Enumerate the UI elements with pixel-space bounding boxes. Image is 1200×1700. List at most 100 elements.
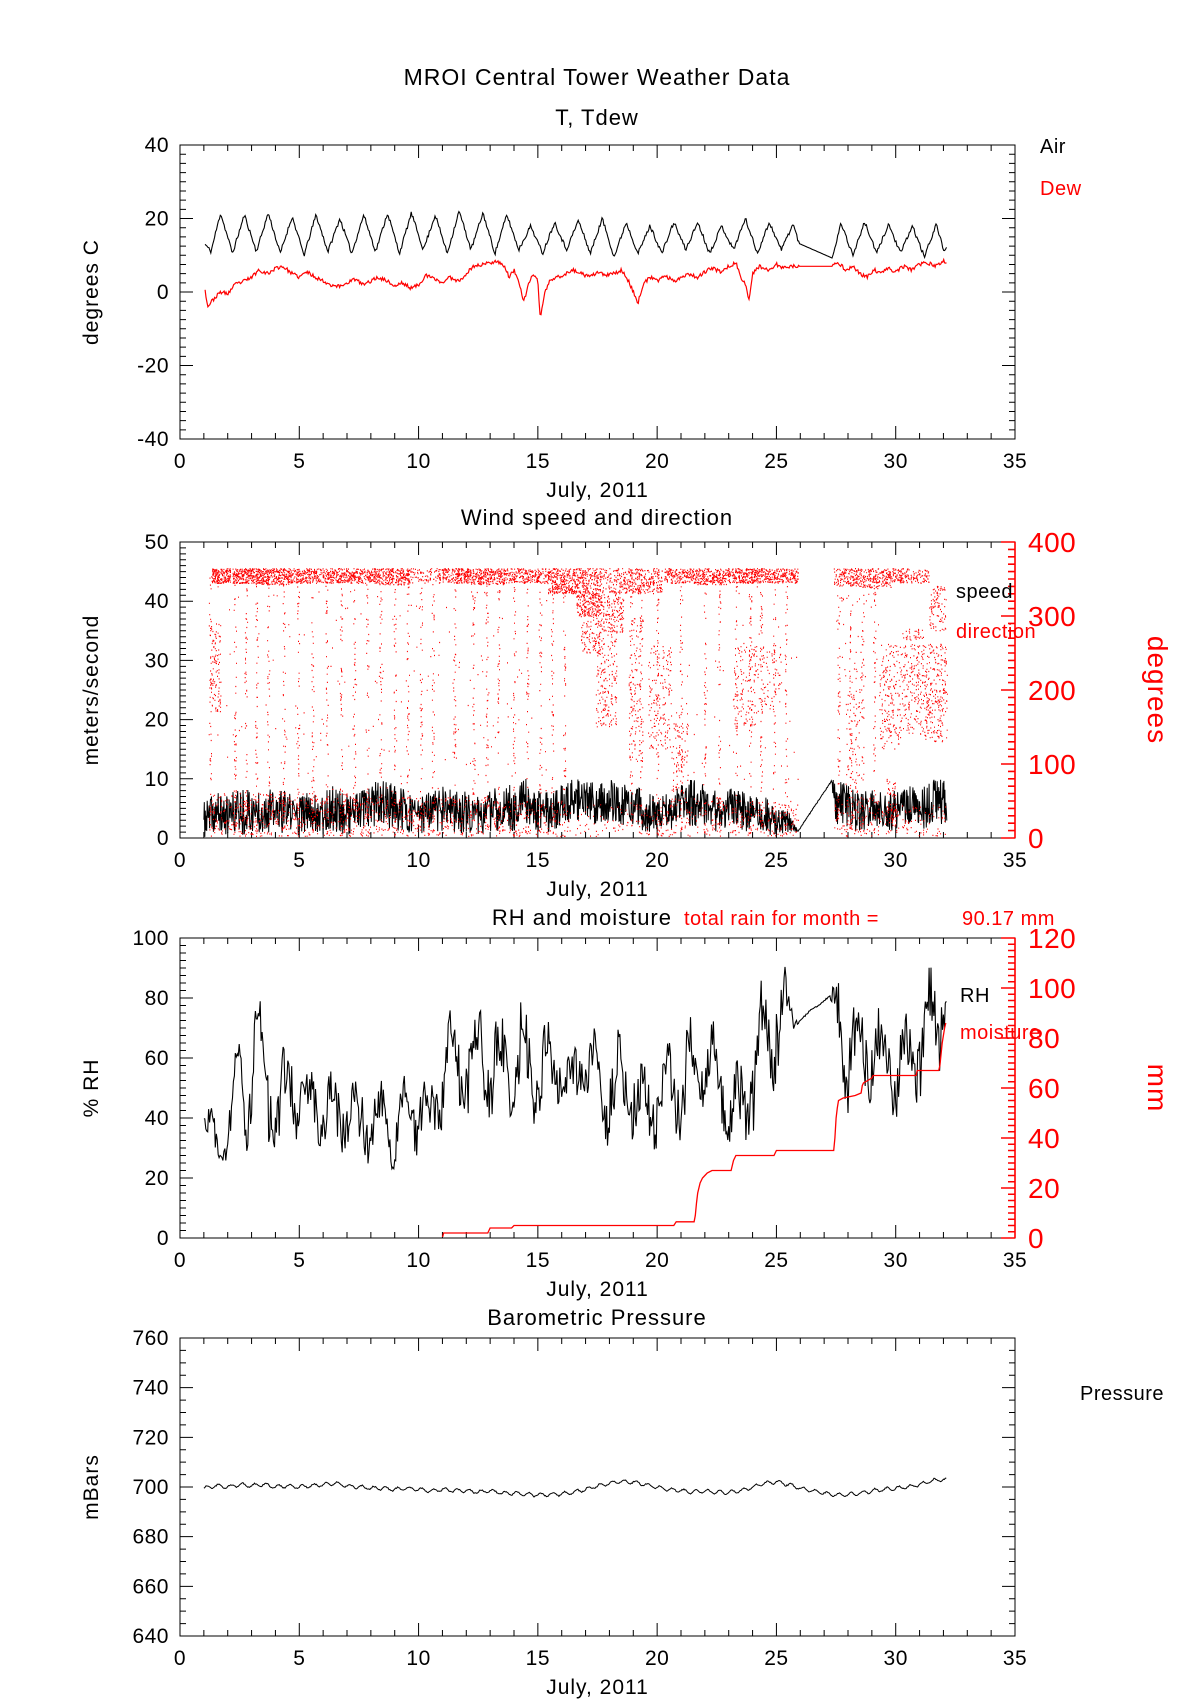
y-tick-label: 40	[145, 1107, 169, 1130]
x-tick-label: 5	[293, 450, 305, 473]
y-axis-title: mBars	[80, 1454, 103, 1520]
y-axis-title: degrees C	[80, 239, 103, 345]
chart-title: RH and moisture	[492, 905, 672, 930]
x-tick-label: 0	[174, 1249, 186, 1272]
y-tick-label: 0	[157, 281, 169, 304]
legend-moisture: moisture	[960, 1022, 1041, 1044]
y-tick-label: 640	[132, 1625, 169, 1648]
x-tick-label: 0	[174, 450, 186, 473]
y-tick-label: 60	[145, 1047, 169, 1070]
x-tick-label: 0	[174, 849, 186, 872]
y-tick-label: 660	[132, 1575, 169, 1598]
right-tick-label: 200	[1028, 675, 1076, 706]
axis-ticks	[179, 937, 1016, 1239]
right-tick-label: 80	[1028, 1023, 1060, 1054]
right-tick-label: 0	[1028, 1223, 1044, 1254]
right-axis-ticks	[1001, 541, 1016, 839]
x-tick-label: 20	[645, 450, 669, 473]
series-area	[204, 210, 947, 316]
x-tick-label: 0	[174, 1647, 186, 1670]
series-moisture-line	[441, 1022, 947, 1237]
x-tick-label: 35	[1003, 450, 1027, 473]
x-axis-title: July, 2011	[546, 479, 649, 502]
y-tick-label: 40	[145, 134, 169, 157]
x-tick-label: 35	[1003, 1249, 1027, 1272]
legend-direction: direction	[956, 621, 1036, 643]
series-area	[203, 1477, 947, 1498]
y-tick-label: 720	[132, 1426, 169, 1449]
legend-air: Air	[1040, 136, 1066, 158]
series-direction-scatter	[208, 568, 948, 837]
chart-title: Barometric Pressure	[487, 1305, 707, 1330]
x-tick-label: 5	[293, 1647, 305, 1670]
y-tick-label: 0	[157, 1227, 169, 1250]
rain-total-label: total rain for month =	[684, 908, 879, 930]
y-tick-label: 20	[145, 208, 169, 231]
right-axis-title: mm	[1142, 1064, 1173, 1113]
x-tick-label: 10	[406, 450, 430, 473]
x-tick-label: 20	[645, 1249, 669, 1272]
figure: MROI Central Tower Weather Data40200-20-…	[80, 64, 1173, 1699]
y-tick-label: 680	[132, 1526, 169, 1549]
x-tick-label: 25	[764, 450, 788, 473]
x-tick-label: 30	[884, 1647, 908, 1670]
x-tick-label: 20	[645, 849, 669, 872]
right-tick-label: 0	[1028, 823, 1044, 854]
right-tick-label: 20	[1028, 1173, 1060, 1204]
x-axis-title: July, 2011	[546, 878, 649, 901]
x-tick-label: 15	[526, 1647, 550, 1670]
x-tick-label: 10	[406, 1647, 430, 1670]
y-tick-label: 80	[145, 987, 169, 1010]
y-tick-label: 760	[132, 1327, 169, 1350]
x-tick-label: 15	[526, 1249, 550, 1272]
right-axis-ticks	[1001, 937, 1016, 1239]
legend-speed: speed	[956, 581, 1013, 603]
y-tick-label: 0	[157, 827, 169, 850]
right-tick-label: 100	[1028, 749, 1076, 780]
right-axis: 400 300 200 100 0 degrees	[1001, 527, 1173, 854]
main-title: MROI Central Tower Weather Data	[404, 64, 791, 90]
x-tick-label: 25	[764, 1647, 788, 1670]
legend-rh: RH	[960, 985, 990, 1007]
y-tick-label: 30	[145, 649, 169, 672]
right-tick-label: 40	[1028, 1123, 1060, 1154]
right-tick-label: 400	[1028, 527, 1076, 558]
x-tick-label: 25	[764, 849, 788, 872]
right-tick-label: 120	[1028, 923, 1076, 954]
x-tick-label: 30	[884, 450, 908, 473]
series-speed-line	[203, 778, 948, 837]
y-tick-label: -40	[137, 428, 169, 451]
right-tick-label: 60	[1028, 1073, 1060, 1104]
y-tick-label: 740	[132, 1377, 169, 1400]
x-tick-label: 15	[526, 450, 550, 473]
y-axis-title: % RH	[80, 1059, 103, 1118]
series-rh-line	[203, 966, 947, 1171]
y-tick-label: 700	[132, 1476, 169, 1499]
axis-ticks	[179, 1337, 1016, 1637]
x-tick-label: 5	[293, 849, 305, 872]
x-tick-label: 30	[884, 1249, 908, 1272]
axis-ticks	[179, 541, 1016, 839]
series-dew-line	[204, 257, 947, 316]
y-tick-label: -20	[137, 355, 169, 378]
x-tick-label: 20	[645, 1647, 669, 1670]
axis-ticks	[179, 144, 1016, 440]
series-area	[203, 568, 948, 837]
x-tick-label: 25	[764, 1249, 788, 1272]
y-axis-title: meters/second	[80, 615, 103, 766]
chart-title: T, Tdew	[555, 105, 639, 130]
right-tick-label: 100	[1028, 973, 1076, 1004]
right-axis: 120 100 80 60 40 20 0 mm	[1001, 923, 1173, 1254]
x-tick-label: 35	[1003, 849, 1027, 872]
rain-total-value: 90.17 mm	[962, 908, 1055, 930]
y-tick-label: 40	[145, 590, 169, 613]
series-area	[203, 966, 947, 1237]
x-tick-label: 10	[406, 849, 430, 872]
x-axis-title: July, 2011	[546, 1278, 649, 1301]
